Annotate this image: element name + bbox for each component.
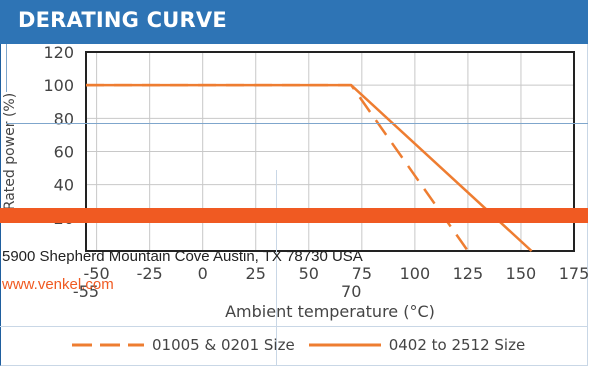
legend-dashed-swatch [72, 343, 144, 347]
legend-label-solid: 0402 to 2512 Size [388, 336, 526, 354]
y-axis-title: Rated power (%) [2, 93, 18, 210]
legend-solid-swatch [308, 343, 381, 347]
guide-line-left [6, 44, 7, 92]
chart-axes [85, 51, 575, 252]
x-tick-label: 125 [453, 264, 484, 283]
brand-stripe [0, 208, 588, 223]
x-tick-label: 150 [506, 264, 537, 283]
plot-frame [85, 51, 575, 252]
header-bar: DERATING CURVE [0, 0, 588, 44]
guide-line-vertical [276, 170, 277, 366]
legend-divider [0, 326, 588, 327]
x-tick-label: 75 [352, 264, 372, 283]
derating-curve-panel [0, 0, 588, 366]
legend-item-dashed: 01005 & 0201 Size [72, 336, 309, 354]
chart-tick-labels: 20406080100120-50-250255075100125150175-… [2, 44, 588, 321]
series-line-1 [86, 83, 533, 252]
chart-legend: 01005 & 0201 Size 0402 to 2512 Size [72, 333, 539, 357]
chart-series [86, 83, 533, 252]
y-tick-label: 80 [54, 109, 74, 128]
x-axis-title: Ambient temperature (°C) [225, 302, 435, 321]
x-tick-label: 175 [559, 264, 588, 283]
legend-item-solid: 0402 to 2512 Size [308, 336, 540, 354]
guide-line-mid [6, 123, 588, 124]
x-extra-label: 70 [341, 282, 361, 301]
y-tick-label: 100 [43, 76, 74, 95]
y-tick-label: 40 [54, 176, 74, 195]
x-tick-label: -50 [84, 264, 110, 283]
x-tick-label: 0 [198, 264, 208, 283]
legend-label-dashed: 01005 & 0201 Size [152, 336, 295, 354]
company-website-link[interactable]: www.venkel.com [2, 276, 114, 293]
y-tick-label: 120 [43, 44, 74, 62]
x-tick-label: -25 [137, 264, 163, 283]
company-address: 5900 Shepherd Mountain Cove Austin, TX 7… [2, 248, 363, 265]
x-extra-label: -55 [73, 282, 99, 301]
x-tick-label: 100 [400, 264, 431, 283]
x-tick-label: 50 [299, 264, 319, 283]
page-title: DERATING CURVE [18, 8, 227, 32]
y-tick-label: 60 [54, 143, 74, 162]
x-tick-label: 25 [246, 264, 266, 283]
